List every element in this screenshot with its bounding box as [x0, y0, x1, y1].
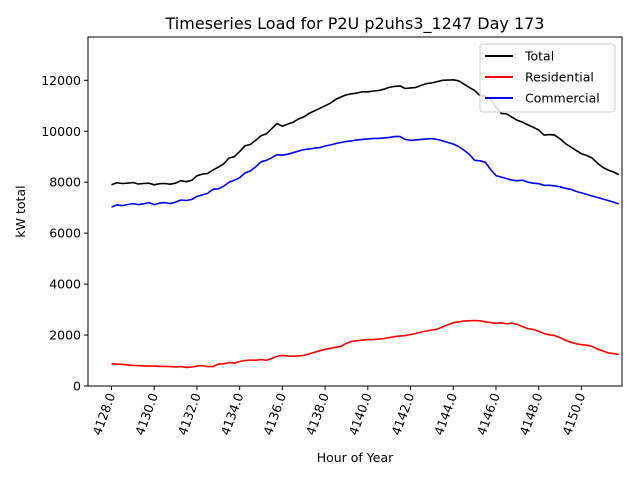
y-tick-label: 8000 [49, 175, 81, 190]
y-tick-label: 12000 [41, 73, 81, 88]
legend: Total Residential Commercial [479, 43, 616, 113]
y-tick-label: 10000 [41, 124, 81, 139]
legend-label-commercial: Commercial [525, 91, 600, 106]
series-line-commercial [111, 135, 620, 208]
series-line-residential [111, 319, 619, 369]
legend-box [479, 43, 616, 113]
y-tick-label: 2000 [49, 328, 81, 343]
axes-frame [87, 36, 623, 387]
y-tick-label: 4000 [49, 277, 81, 292]
y-tick-label: 6000 [49, 226, 81, 241]
series-line-total [111, 79, 620, 186]
chart-title: Timeseries Load for P2U p2uhs3_1247 Day … [165, 14, 545, 34]
legend-label-residential: Residential [525, 70, 594, 85]
x-axis-label: Hour of Year [317, 450, 394, 465]
legend-label-total: Total [524, 49, 554, 64]
y-tick-label: 0 [73, 379, 81, 394]
y-axis-label: kW total [13, 185, 28, 237]
series-layer [111, 79, 620, 369]
